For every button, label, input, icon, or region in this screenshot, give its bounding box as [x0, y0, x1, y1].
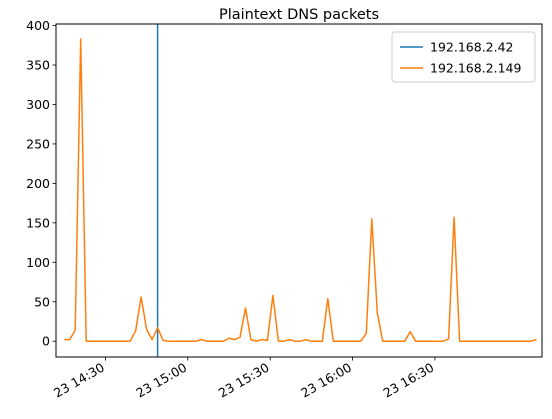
y-tick-label: 350 — [26, 58, 50, 73]
legend-label: 192.168.2.149 — [430, 61, 521, 76]
y-tick-label: 50 — [34, 294, 50, 309]
series-line-2 — [64, 38, 537, 342]
legend-label: 192.168.2.42 — [430, 40, 514, 55]
chart-title: Plaintext DNS packets — [219, 7, 379, 23]
legend-box — [391, 31, 536, 83]
y-tick-label: 300 — [26, 97, 50, 112]
series-layer — [64, 24, 537, 357]
y-tick-label: 200 — [26, 176, 50, 191]
y-tick-label: 0 — [42, 334, 50, 349]
y-tick-label: 100 — [26, 255, 50, 270]
legend: 192.168.2.42 192.168.2.149 — [391, 31, 536, 83]
plot-frame — [55, 23, 543, 358]
y-tick-label: 400 — [26, 18, 50, 33]
y-tick-label: 150 — [26, 215, 50, 230]
y-tick-label: 250 — [26, 136, 50, 151]
